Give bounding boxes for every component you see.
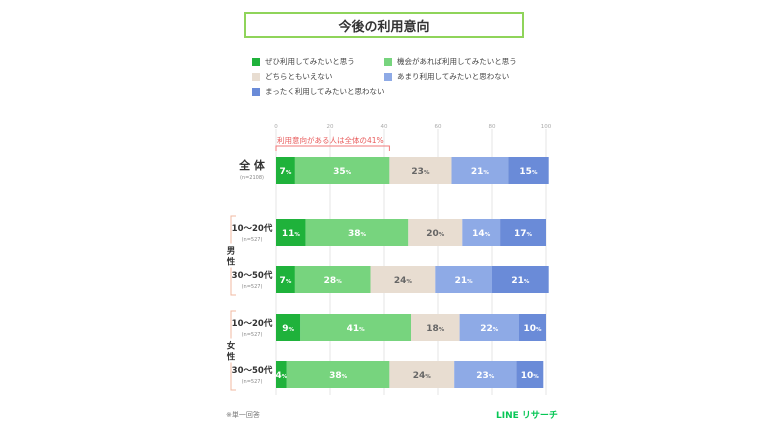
data-label: 9% xyxy=(282,324,294,334)
row-label: 30～50代 xyxy=(232,270,273,281)
data-label: 20% xyxy=(426,229,445,239)
row-label: 10～20代 xyxy=(232,223,273,234)
group-label: 男性 xyxy=(227,247,236,268)
legend-label: ぜひ利用してみたいと思う xyxy=(265,57,355,66)
data-label: 22% xyxy=(480,324,499,334)
bar-segment xyxy=(276,361,287,388)
bracket xyxy=(275,145,390,151)
data-label: 15% xyxy=(519,167,538,177)
bar-segment xyxy=(519,314,546,341)
data-label: 38% xyxy=(329,371,348,381)
bar-segment xyxy=(300,314,411,341)
data-label: 28% xyxy=(324,276,343,286)
data-label: 21% xyxy=(471,167,490,177)
bar-segment xyxy=(294,157,390,184)
data-label: 11% xyxy=(282,229,301,239)
data-label: 24% xyxy=(394,276,413,286)
legend-label: あまり利用してみたいと思わない xyxy=(397,72,510,81)
data-label: 7% xyxy=(280,276,292,286)
group-label-bg xyxy=(224,338,238,363)
x-tick-label: 100 xyxy=(541,124,552,130)
bar-segment xyxy=(370,266,436,293)
legend-item: まったく利用してみたいと思わない xyxy=(252,86,384,97)
x-tick-label: 20 xyxy=(327,124,334,130)
legend: ぜひ利用してみたいと思う 機会があれば利用してみたいと思う どちらともいえない … xyxy=(252,56,552,100)
data-label: 17% xyxy=(514,229,533,239)
data-label: 23% xyxy=(476,371,495,381)
bar-segment xyxy=(435,266,492,293)
data-label: 14% xyxy=(472,229,491,239)
data-label: 41% xyxy=(347,324,366,334)
bar-segment xyxy=(408,219,463,246)
legend-item: どちらともいえない xyxy=(252,71,332,82)
bar-segment xyxy=(492,266,549,293)
data-label: 24% xyxy=(413,371,432,381)
legend-swatch xyxy=(384,57,392,66)
legend-swatch xyxy=(252,72,260,81)
x-tick-label: 40 xyxy=(381,124,388,130)
legend-swatch xyxy=(384,72,392,81)
legend-label: どちらともいえない xyxy=(265,72,333,81)
bar-segment xyxy=(389,361,455,388)
bar-segment xyxy=(459,314,519,341)
bracket-note: 利用意向がある人は全体の41% xyxy=(277,135,384,145)
row-n-label: (n=527) xyxy=(242,332,263,338)
data-label: 21% xyxy=(455,276,474,286)
data-label: 4% xyxy=(276,371,288,381)
data-label: 10% xyxy=(523,324,542,334)
bar-segment xyxy=(508,157,549,184)
bar-segment xyxy=(305,219,409,246)
bar-segment xyxy=(411,314,460,341)
row-label: 10～20代 xyxy=(232,318,273,329)
bar-segment xyxy=(454,361,517,388)
bar-segment xyxy=(276,314,301,341)
brand-logo: LINE リサーチ xyxy=(496,411,558,421)
x-tick-label: 80 xyxy=(489,124,496,130)
bar-segment xyxy=(462,219,501,246)
row-label: 全 体 xyxy=(238,158,266,172)
chart-title: 今後の利用意向 xyxy=(244,12,524,38)
legend-swatch xyxy=(252,57,260,66)
legend-item: 機会があれば利用してみたいと思う xyxy=(384,56,517,67)
legend-swatch xyxy=(252,87,260,96)
footnote: ※単一回答 xyxy=(226,411,260,419)
row-n-label: (n=527) xyxy=(242,379,263,385)
data-label: 21% xyxy=(511,276,530,286)
bar-segment xyxy=(516,361,544,388)
bar-segment xyxy=(294,266,371,293)
bar-segment xyxy=(500,219,546,246)
data-label: 18% xyxy=(426,324,445,334)
legend-label: まったく利用してみたいと思わない xyxy=(265,87,385,96)
data-label: 38% xyxy=(348,229,367,239)
bar-segment xyxy=(389,157,452,184)
bar-segment xyxy=(286,361,390,388)
x-tick-label: 0 xyxy=(274,124,278,130)
row-n-label: (n=2108) xyxy=(240,175,264,181)
data-label: 23% xyxy=(411,167,430,177)
bar-segment xyxy=(276,219,306,246)
row-n-label: (n=527) xyxy=(242,284,263,290)
bar-segment xyxy=(276,157,295,184)
legend-item: あまり利用してみたいと思わない xyxy=(384,71,509,82)
group-label-bg xyxy=(224,243,238,268)
row-n-label: (n=527) xyxy=(242,237,263,243)
legend-label: 機会があれば利用してみたいと思う xyxy=(397,57,517,66)
row-label: 30～50代 xyxy=(232,365,273,376)
legend-item: ぜひ利用してみたいと思う xyxy=(252,56,355,67)
data-label: 10% xyxy=(521,371,540,381)
bar-segment xyxy=(276,266,295,293)
data-label: 35% xyxy=(333,167,352,177)
data-label: 7% xyxy=(280,167,292,177)
x-tick-label: 60 xyxy=(435,124,442,130)
group-label: 女性 xyxy=(227,341,236,363)
bar-segment xyxy=(451,157,509,184)
